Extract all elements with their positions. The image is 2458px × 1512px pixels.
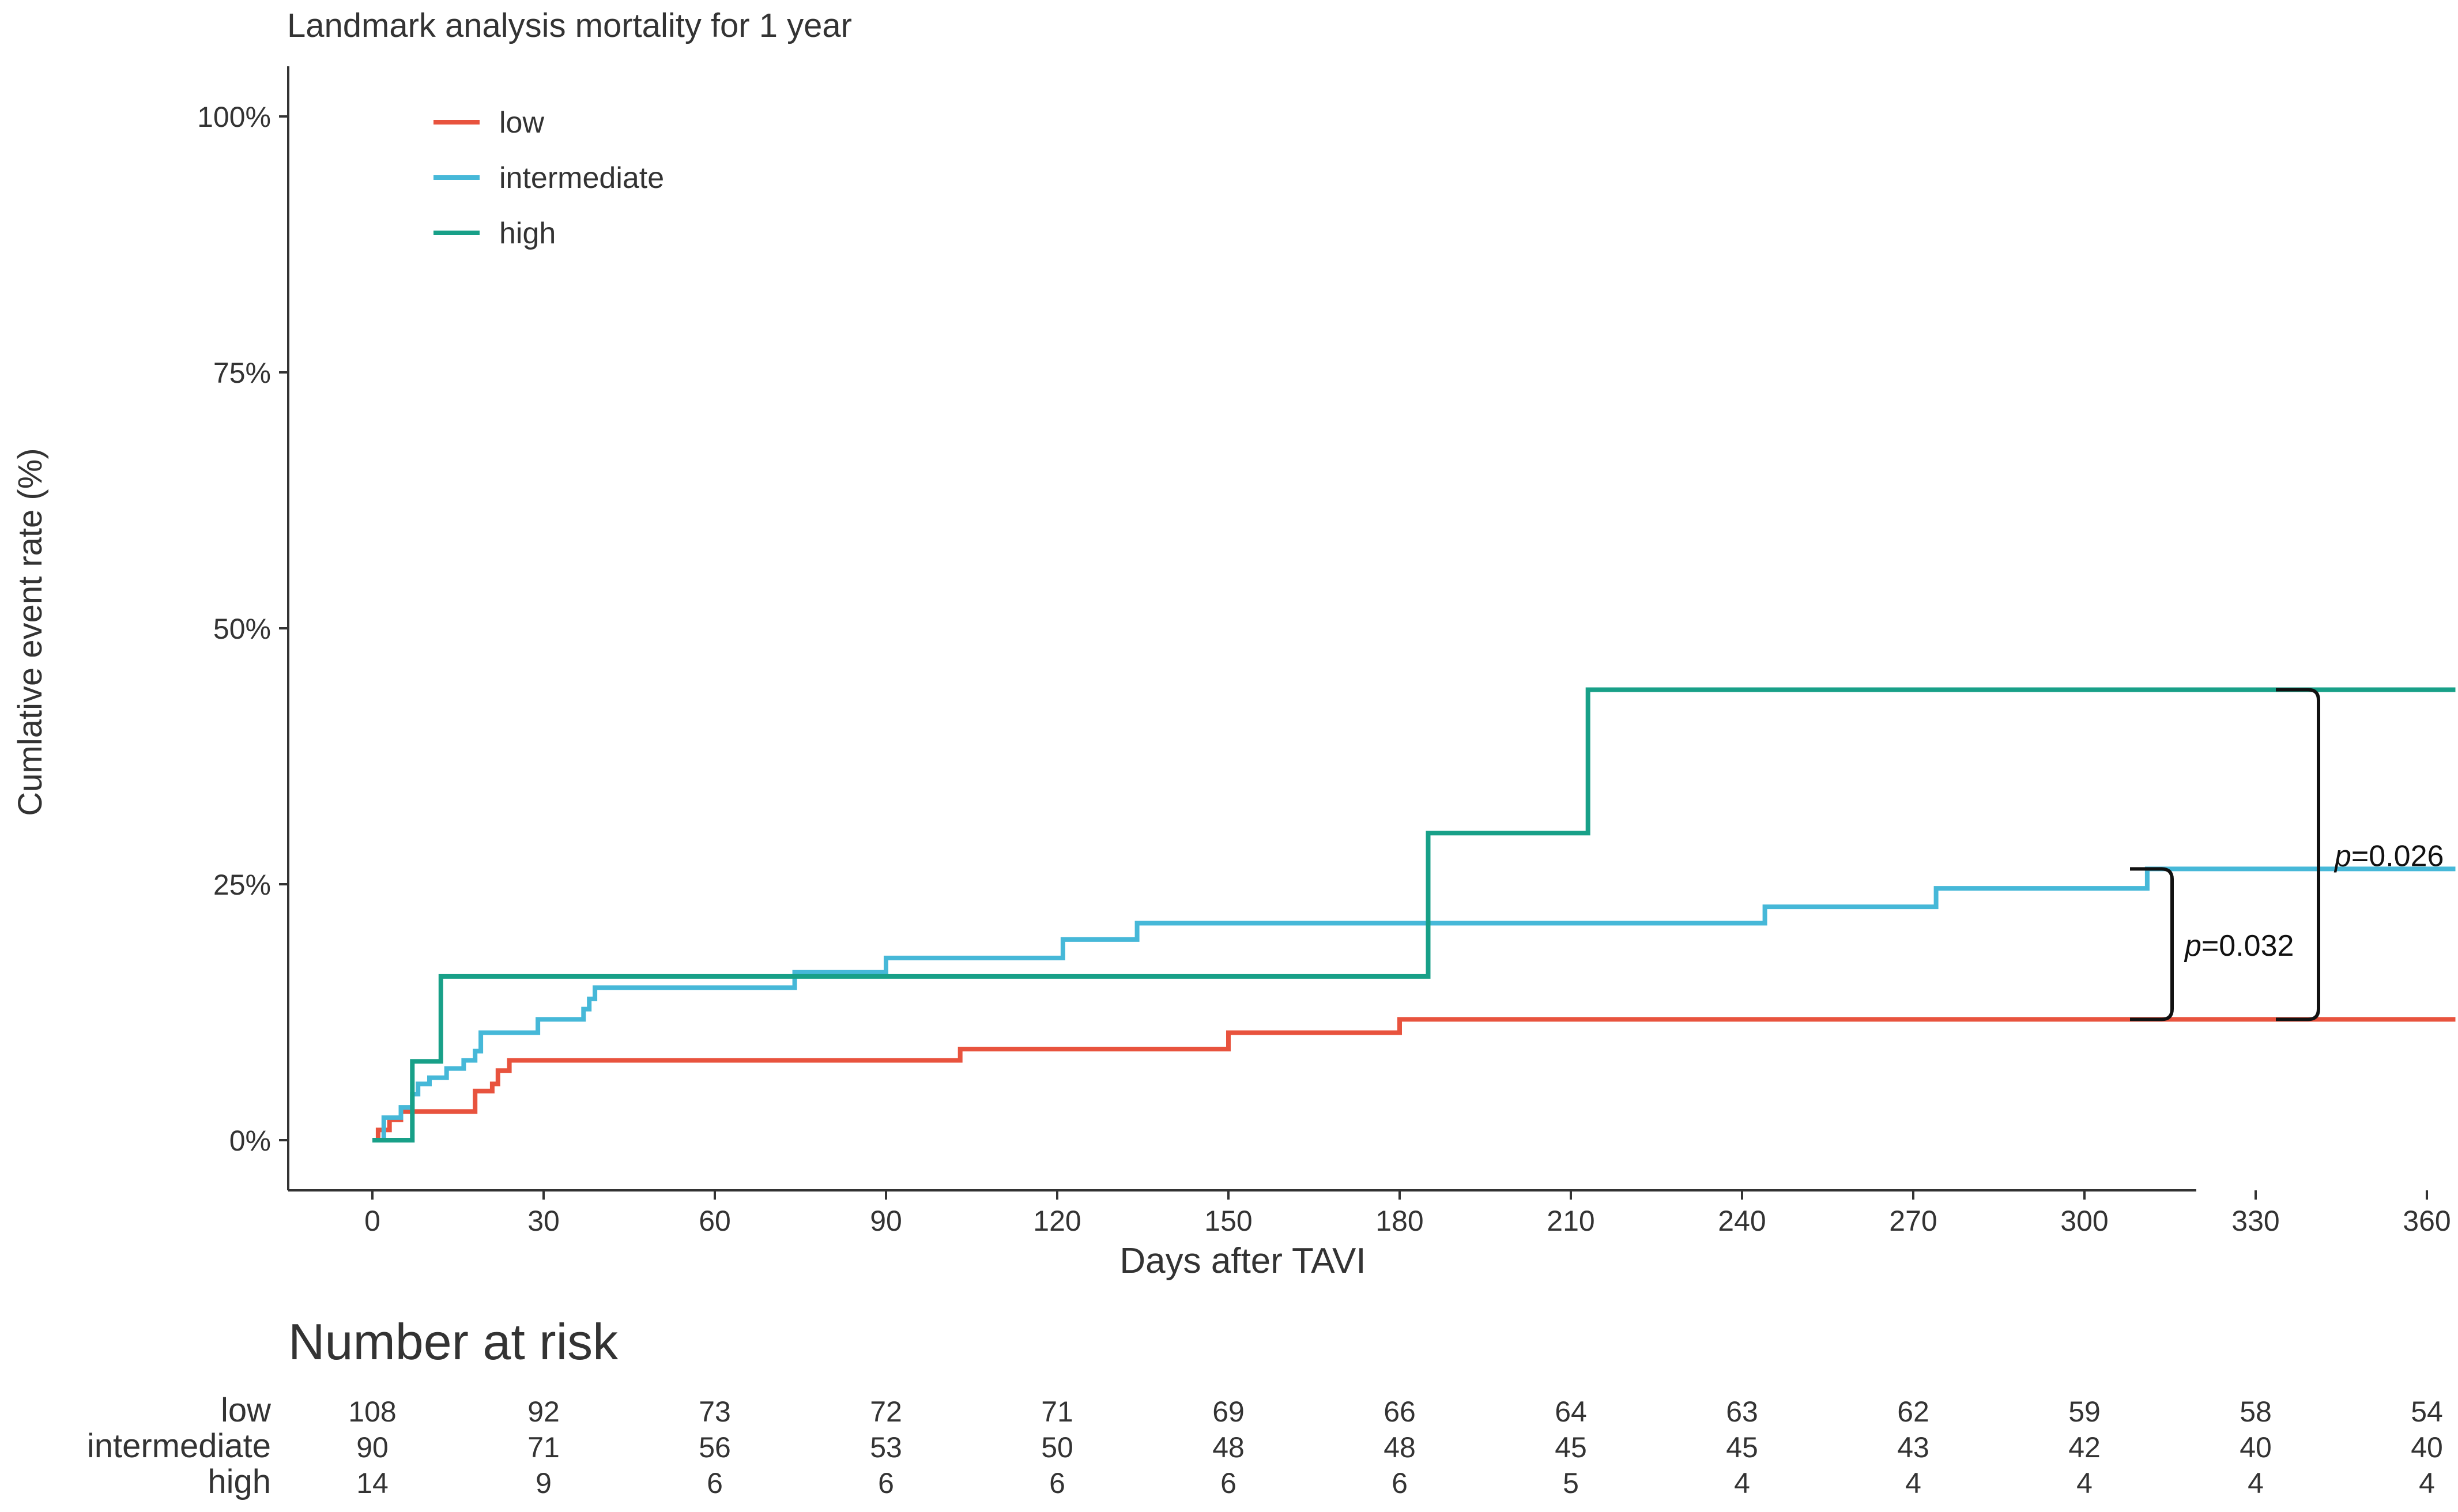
risk-value: 5 [1563, 1467, 1579, 1499]
p-value-outer: p=0.026 [2333, 839, 2444, 873]
risk-value: 71 [1041, 1396, 1073, 1428]
risk-value: 71 [527, 1431, 560, 1464]
risk-value: 4 [2076, 1467, 2093, 1499]
risk-table: low 108 92 73 72 71 69 66 64 63 62 59 58 54intermedia… [87, 1392, 2443, 1500]
x-tick-label: 210 [1547, 1205, 1594, 1237]
x-tick-label: 90 [870, 1205, 902, 1237]
x-axis-label: Days after TAVI [1119, 1241, 1366, 1281]
x-tick-label: 120 [1033, 1205, 1081, 1237]
legend-label-intermediate: intermediate [499, 161, 664, 195]
risk-value: 4 [1734, 1467, 1750, 1499]
risk-value: 58 [2240, 1396, 2272, 1428]
risk-value: 108 [348, 1396, 396, 1428]
risk-value: 56 [699, 1431, 731, 1464]
y-tick-label: 100% [197, 101, 271, 133]
series-layer [372, 687, 2456, 1143]
y-axis-label: Cumlative event rate (%) [12, 448, 49, 816]
y-tick-label: 75% [213, 357, 271, 389]
risk-value: 6 [707, 1467, 723, 1499]
risk-value: 73 [699, 1396, 731, 1428]
risk-value: 48 [1212, 1431, 1245, 1464]
risk-value: 90 [356, 1431, 389, 1464]
risk-value: 48 [1383, 1431, 1416, 1464]
x-tick-label: 150 [1204, 1205, 1252, 1237]
risk-value: 69 [1212, 1396, 1245, 1428]
risk-value: 45 [1555, 1431, 1587, 1464]
x-tick-label: 240 [1718, 1205, 1766, 1237]
risk-row-label-high: high [208, 1463, 271, 1500]
risk-row-label-intermediate: intermediate [87, 1427, 271, 1465]
risk-value: 6 [1049, 1467, 1065, 1499]
x-tick-label: 360 [2403, 1205, 2451, 1237]
risk-value: 6 [1392, 1467, 1408, 1499]
risk-value: 40 [2240, 1431, 2272, 1464]
series-line-low [372, 1017, 2456, 1143]
risk-value: 53 [870, 1431, 902, 1464]
axes: 0% 25% 50% 75% 100% 0 30 60 90 120 150 180 210 240 270… [197, 66, 2451, 1237]
x-tick-label: 330 [2231, 1205, 2279, 1237]
y-tick-label: 0% [229, 1125, 271, 1157]
legend-label-low: low [499, 106, 544, 139]
risk-value: 54 [2411, 1396, 2443, 1428]
risk-value: 43 [1897, 1431, 1929, 1464]
legend: low intermediate high [433, 106, 664, 250]
chart-title: Landmark analysis mortality for 1 year [287, 7, 852, 44]
risk-value: 92 [527, 1396, 560, 1428]
x-tick-label: 300 [2060, 1205, 2108, 1237]
series-line-high [372, 687, 2456, 1143]
risk-value: 4 [1905, 1467, 1921, 1499]
x-tick-label: 0 [364, 1205, 380, 1237]
risk-value: 6 [1220, 1467, 1236, 1499]
risk-value: 64 [1555, 1396, 1587, 1428]
x-tick-label: 270 [1889, 1205, 1937, 1237]
bracket-outer [2276, 688, 2320, 1021]
risk-value: 42 [2068, 1431, 2101, 1464]
risk-value: 6 [878, 1467, 894, 1499]
risk-table-title: Number at risk [288, 1313, 619, 1370]
risk-value: 63 [1726, 1396, 1758, 1428]
x-tick-label: 180 [1375, 1205, 1423, 1237]
risk-value: 72 [870, 1396, 902, 1428]
x-tick-label: 60 [699, 1205, 731, 1237]
x-tick-label: 30 [527, 1205, 560, 1237]
p-value-inner: p=0.032 [2184, 929, 2294, 963]
y-axis-label-group: Cumlative event rate (%) [12, 448, 49, 816]
risk-value: 4 [2419, 1467, 2435, 1499]
risk-value: 50 [1041, 1431, 1073, 1464]
y-tick-label: 50% [213, 613, 271, 645]
risk-value: 14 [356, 1467, 389, 1499]
risk-value: 4 [2248, 1467, 2264, 1499]
risk-value: 40 [2411, 1431, 2443, 1464]
y-tick-label: 25% [213, 869, 271, 901]
risk-value: 62 [1897, 1396, 1929, 1428]
risk-value: 9 [536, 1467, 552, 1499]
risk-value: 45 [1726, 1431, 1758, 1464]
risk-row-label-low: low [221, 1392, 272, 1429]
risk-value: 59 [2068, 1396, 2101, 1428]
legend-label-high: high [499, 217, 556, 250]
series-line-intermediate [372, 866, 2456, 1143]
p-value-annotations: p=0.032 p=0.026 [2130, 688, 2444, 1021]
bracket-inner [2130, 867, 2174, 1021]
risk-value: 66 [1383, 1396, 1416, 1428]
